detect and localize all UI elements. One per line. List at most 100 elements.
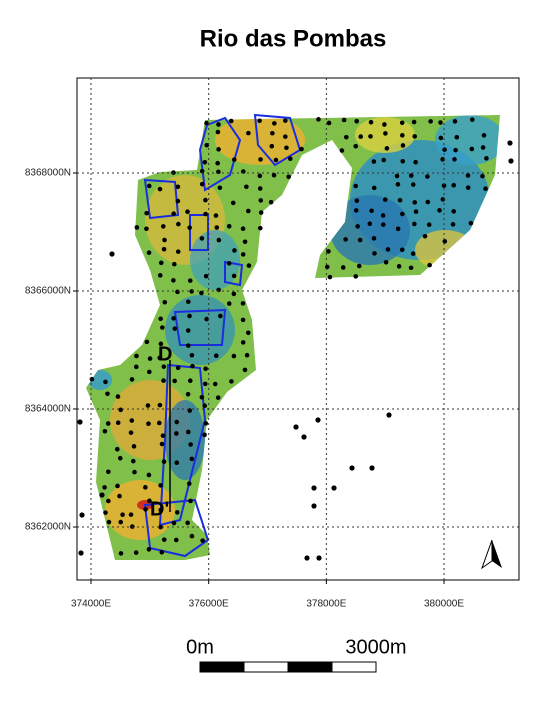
drill-hole — [480, 173, 485, 179]
drill-hole — [186, 481, 192, 486]
drill-hole — [357, 237, 363, 243]
drill-hole — [144, 226, 149, 232]
drill-hole — [89, 376, 95, 382]
drill-hole — [118, 551, 124, 556]
drill-hole — [258, 157, 263, 162]
drill-hole — [358, 134, 364, 139]
drill-hole — [146, 183, 152, 189]
drill-holes — [89, 117, 489, 556]
drill-hole — [213, 353, 219, 359]
drill-hole — [171, 316, 176, 321]
drill-hole — [270, 130, 275, 136]
drill-hole — [129, 377, 135, 382]
drill-hole — [143, 507, 148, 512]
graticule: 374000E 376000E 378000E 380000E 8362000N 8364… — [25, 78, 519, 610]
y-tick-label: 8362000N — [25, 522, 71, 533]
drill-hole — [147, 498, 152, 504]
drill-hole — [484, 156, 489, 161]
drill-hole — [146, 369, 152, 375]
drill-hole — [269, 143, 275, 149]
drill-hole — [187, 378, 193, 384]
drill-hole — [371, 159, 377, 164]
drill-hole — [202, 159, 208, 165]
drill-hole — [144, 210, 149, 216]
drill-hole — [240, 301, 246, 306]
drill-hole — [175, 249, 181, 254]
drill-hole — [469, 146, 475, 152]
drill-hole — [160, 433, 166, 438]
drill-hole — [143, 485, 148, 490]
drill-hole — [396, 264, 402, 269]
drill-hole — [186, 429, 191, 435]
drill-hole — [202, 432, 207, 438]
drill-hole — [354, 118, 360, 124]
drill-hole — [240, 317, 246, 323]
drill-hole — [286, 174, 291, 180]
drill-hole — [162, 299, 168, 305]
drill-hole — [216, 287, 221, 293]
drill-hole — [400, 143, 406, 148]
drill-hole — [257, 173, 263, 179]
drill-hole — [371, 185, 377, 191]
drill-hole — [422, 233, 428, 239]
drill-hole — [438, 120, 443, 125]
drill-hole — [203, 197, 208, 203]
drill-hole — [240, 340, 246, 345]
map-title: Rio das Pombas — [200, 25, 387, 52]
drill-hole — [427, 262, 432, 268]
drill-hole — [232, 248, 237, 253]
drill-hole — [268, 199, 274, 205]
drill-hole — [425, 174, 430, 179]
drill-hole — [102, 428, 108, 434]
drill-hole — [228, 118, 234, 124]
drill-hole — [442, 147, 447, 152]
drill-hole — [157, 186, 163, 192]
drill-hole — [189, 533, 195, 539]
drill-hole — [105, 391, 110, 397]
drill-hole — [203, 421, 209, 426]
drill-hole — [397, 197, 403, 203]
drill-hole — [199, 290, 204, 296]
drill-hole — [451, 182, 457, 188]
drill-hole — [413, 209, 419, 214]
drill-hole — [245, 330, 251, 336]
drill-hole — [371, 236, 377, 241]
drill-hole — [199, 181, 205, 187]
drill-hole — [408, 173, 414, 178]
drill-hole — [283, 118, 288, 123]
drill-hole — [160, 224, 166, 229]
drill-hole — [171, 211, 176, 217]
drill-hole — [159, 441, 165, 447]
drill-hole — [103, 510, 108, 515]
drill-hole — [410, 251, 416, 256]
drill-hole — [411, 119, 417, 125]
drill-hole — [120, 512, 125, 518]
scale-end: 3000m — [345, 636, 406, 658]
drill-hole — [185, 209, 190, 215]
drill-hole — [316, 117, 321, 122]
drill-hole — [186, 343, 191, 348]
drill-hole — [468, 220, 474, 226]
drill-hole — [106, 469, 111, 475]
drill-hole — [158, 483, 163, 488]
x-tick-label: 380000E — [424, 599, 464, 610]
drill-hole — [106, 498, 111, 504]
drill-hole — [287, 156, 293, 161]
drill-hole — [400, 211, 405, 217]
drill-hole — [343, 134, 349, 140]
drill-hole — [326, 120, 332, 126]
drill-hole — [465, 173, 471, 178]
drill-hole — [412, 134, 418, 139]
drill-hole — [246, 130, 251, 136]
drill-hole — [353, 208, 359, 213]
drill-hole — [187, 313, 192, 319]
drill-hole — [161, 459, 167, 464]
drill-hole — [367, 221, 373, 227]
drill-hole — [158, 507, 163, 513]
drill-hole — [428, 119, 433, 124]
drill-hole — [161, 364, 167, 369]
drill-hole — [413, 159, 418, 165]
drill-hole — [204, 120, 209, 126]
drill-hole — [326, 249, 331, 254]
drill-hole — [103, 379, 108, 385]
